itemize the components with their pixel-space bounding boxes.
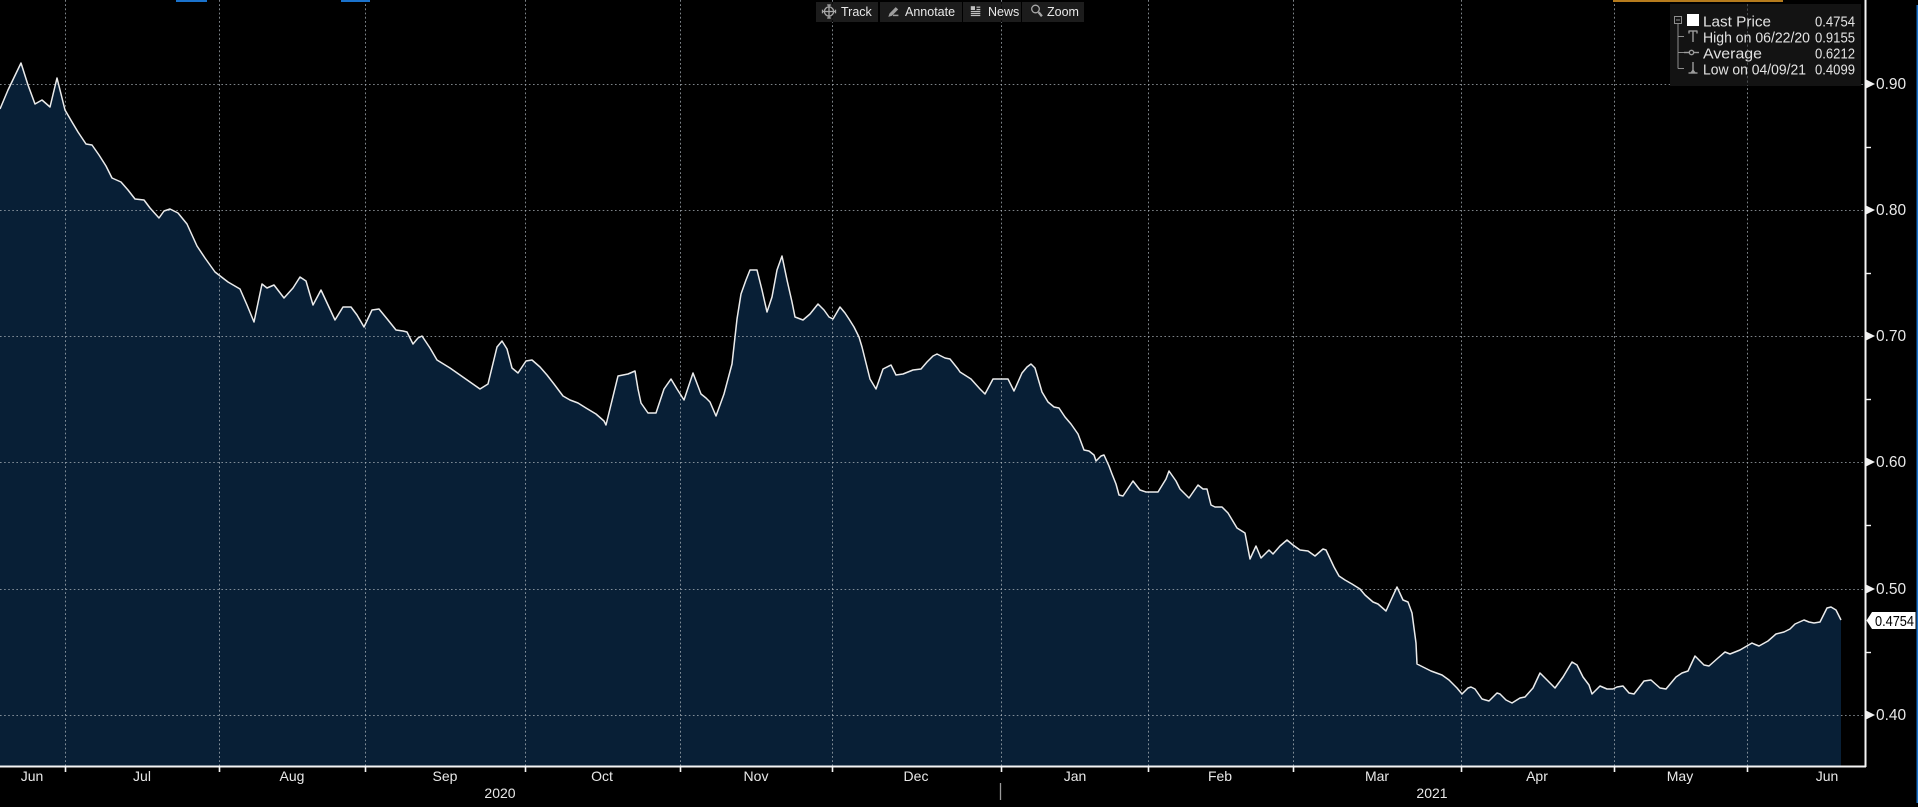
svg-text:Average: Average (1703, 47, 1762, 63)
svg-text:0.4099: 0.4099 (1815, 63, 1855, 79)
svg-text:0.4754: 0.4754 (1875, 613, 1914, 630)
svg-text:0.90: 0.90 (1876, 76, 1907, 93)
svg-text:Feb: Feb (1208, 768, 1232, 784)
svg-text:News: News (988, 5, 1019, 19)
svg-text:0.80: 0.80 (1876, 202, 1907, 219)
svg-text:0.6212: 0.6212 (1815, 47, 1855, 63)
svg-text:0.50: 0.50 (1876, 581, 1907, 598)
svg-text:Last Price: Last Price (1703, 15, 1771, 31)
svg-text:Jun: Jun (1816, 768, 1839, 784)
svg-text:2021: 2021 (1416, 785, 1447, 801)
svg-text:Jan: Jan (1064, 768, 1087, 784)
svg-text:Annotate: Annotate (905, 5, 955, 19)
svg-text:Zoom: Zoom (1047, 5, 1079, 19)
svg-text:Mar: Mar (1365, 768, 1389, 784)
svg-text:0.9155: 0.9155 (1815, 31, 1855, 47)
svg-text:Dec: Dec (904, 768, 929, 784)
svg-text:Jul: Jul (133, 768, 151, 784)
svg-text:Oct: Oct (591, 768, 613, 784)
svg-text:2020: 2020 (484, 785, 515, 801)
svg-text:Track: Track (841, 5, 873, 19)
svg-text:May: May (1667, 768, 1693, 784)
svg-text:0.40: 0.40 (1876, 707, 1907, 724)
svg-text:Aug: Aug (280, 768, 305, 784)
svg-text:0.70: 0.70 (1876, 328, 1907, 345)
svg-text:High on 06/22/20: High on 06/22/20 (1703, 31, 1810, 47)
svg-text:Low on 04/09/21: Low on 04/09/21 (1703, 63, 1806, 79)
svg-text:0.4754: 0.4754 (1815, 15, 1855, 31)
svg-text:Nov: Nov (744, 768, 769, 784)
svg-text:Jun: Jun (21, 768, 44, 784)
svg-text:Apr: Apr (1526, 768, 1548, 784)
svg-text:Sep: Sep (433, 768, 458, 784)
svg-text:0.60: 0.60 (1876, 454, 1907, 471)
